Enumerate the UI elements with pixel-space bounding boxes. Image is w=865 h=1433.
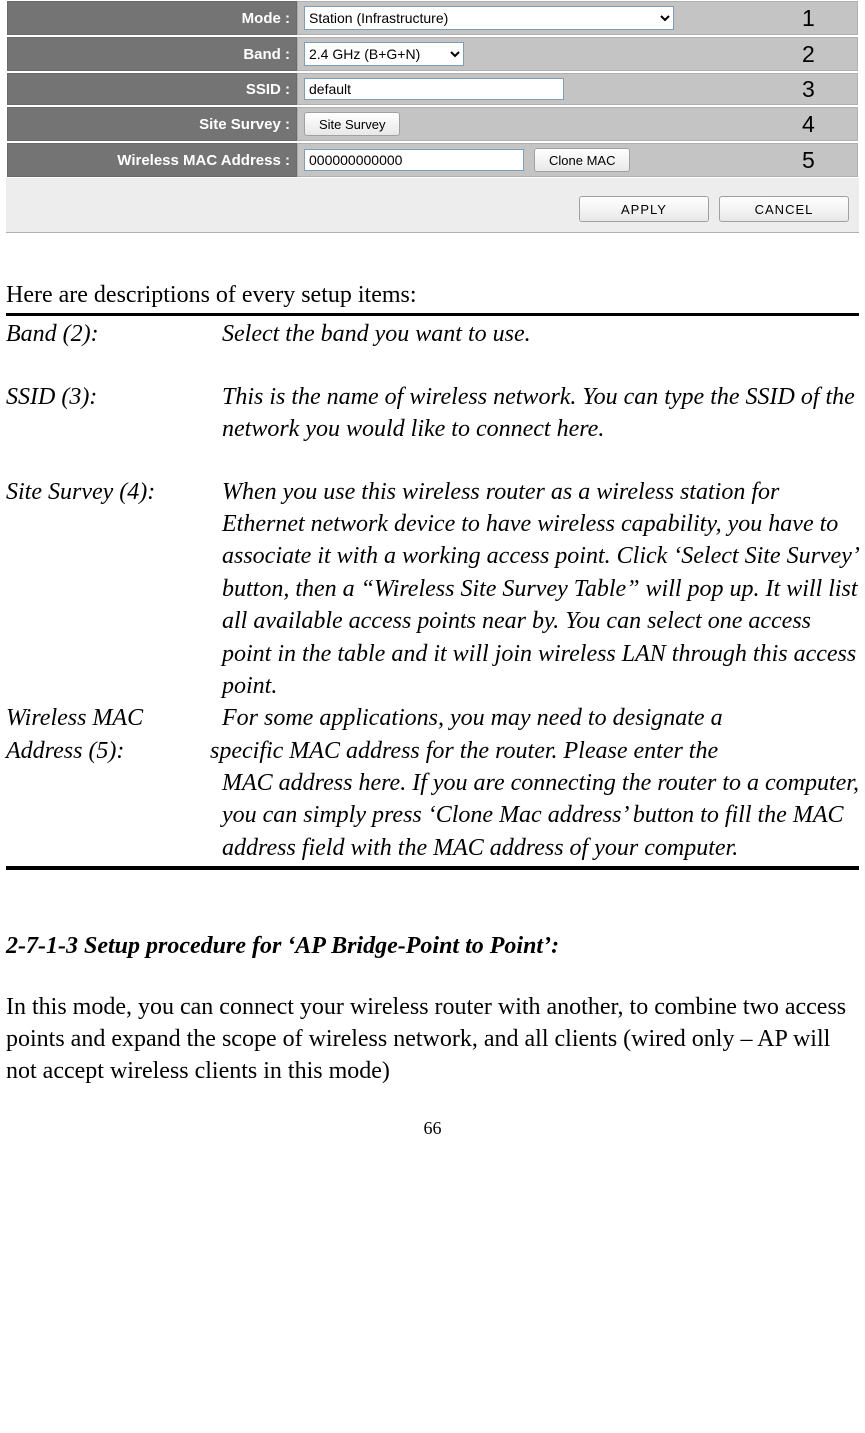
apply-button[interactable]: APPLY [579, 196, 709, 222]
row-ssid: SSID : 3 [7, 73, 858, 105]
term-band: Band (2): [6, 318, 222, 350]
annotation-3: 3 [798, 73, 858, 105]
row-mode: Mode : Station (Infrastructure) 1 [7, 1, 858, 35]
band-select[interactable]: 2.4 GHz (B+G+N) [304, 42, 464, 66]
annotation-5: 5 [798, 143, 858, 177]
mode-select[interactable]: Station (Infrastructure) [304, 6, 674, 30]
label-band: Band : [7, 37, 297, 71]
def-mac-rest: MAC address here. If you are connecting … [222, 767, 859, 864]
annotation-2: 2 [798, 37, 858, 71]
mac-input[interactable] [304, 149, 524, 171]
config-form-screenshot: Mode : Station (Infrastructure) 1 Band :… [6, 0, 859, 233]
label-mac: Wireless MAC Address : [7, 143, 297, 177]
term-mac-line2: Address (5): [6, 735, 222, 767]
page-number: 66 [0, 1118, 865, 1149]
clone-mac-button[interactable]: Clone MAC [534, 148, 630, 172]
apply-cancel-row: APPLY CANCEL [6, 178, 859, 232]
def-band: Select the band you want to use. [222, 318, 859, 350]
label-site-survey: Site Survey : [7, 107, 297, 141]
label-ssid: SSID : [7, 73, 297, 105]
section-body: In this mode, you can connect your wirel… [6, 991, 859, 1088]
annotation-1: 1 [798, 1, 858, 35]
intro-text: Here are descriptions of every setup ite… [6, 279, 859, 311]
row-band: Band : 2.4 GHz (B+G+N) 2 [7, 37, 858, 71]
term-ssid: SSID (3): [6, 381, 222, 413]
term-site-survey: Site Survey (4): [6, 476, 222, 508]
descriptions-block: Band (2): Select the band you want to us… [6, 313, 859, 870]
cancel-button[interactable]: CANCEL [719, 196, 849, 222]
term-mac-line1: Wireless MAC [6, 702, 222, 734]
def-mac-line1: For some applications, you may need to d… [222, 702, 859, 734]
def-site-survey: When you use this wireless router as a w… [222, 476, 859, 703]
site-survey-button[interactable]: Site Survey [304, 112, 400, 136]
section-heading: 2-7-1-3 Setup procedure for ‘AP Bridge-P… [6, 930, 859, 962]
annotation-4: 4 [798, 107, 858, 141]
ssid-input[interactable] [304, 78, 564, 100]
def-mac-line2: specific MAC address for the router. Ple… [210, 735, 859, 767]
label-mode: Mode : [7, 1, 297, 35]
row-site-survey: Site Survey : Site Survey 4 [7, 107, 858, 141]
row-mac: Wireless MAC Address : Clone MAC 5 [7, 143, 858, 177]
def-ssid: This is the name of wireless network. Yo… [222, 381, 859, 446]
